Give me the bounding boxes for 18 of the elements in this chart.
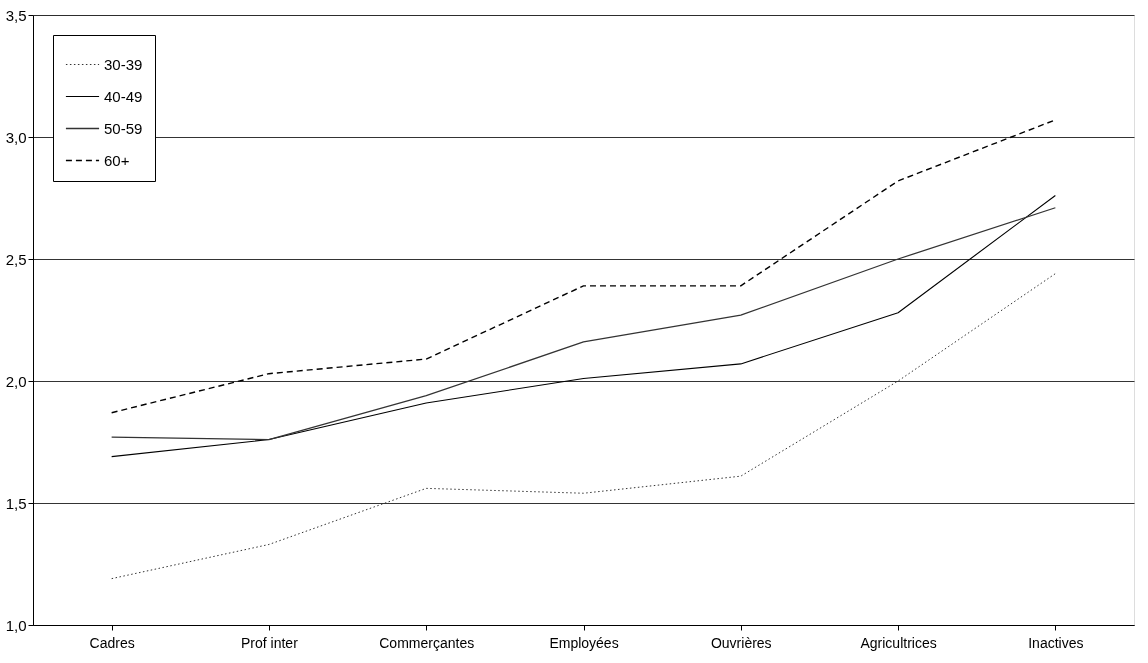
- x-tick-label: Prof inter: [241, 634, 299, 651]
- x-tick-label: Employées: [549, 634, 619, 651]
- x-tick-label: Commerçantes: [379, 634, 475, 651]
- x-tick-label: Cadres: [89, 634, 135, 651]
- y-tick-label: 2,5: [5, 250, 27, 268]
- y-tick-label: 1,0: [5, 616, 27, 634]
- legend-label: 60+: [104, 151, 130, 169]
- legend-label: 50-59: [104, 119, 143, 137]
- y-tick-label: 2,0: [5, 372, 27, 390]
- y-tick-label: 3,0: [5, 128, 27, 146]
- y-tick-label: 1,5: [5, 494, 27, 512]
- legend-label: 30-39: [104, 55, 143, 73]
- line-series: [111, 273, 1056, 580]
- legend-label: 40-49: [104, 87, 143, 105]
- x-tick-label: Inactives: [1028, 634, 1084, 651]
- y-tick-label: 3,5: [5, 6, 27, 24]
- x-tick-label: Agricultrices: [860, 634, 937, 651]
- x-tick-label: Ouvrières: [710, 634, 772, 651]
